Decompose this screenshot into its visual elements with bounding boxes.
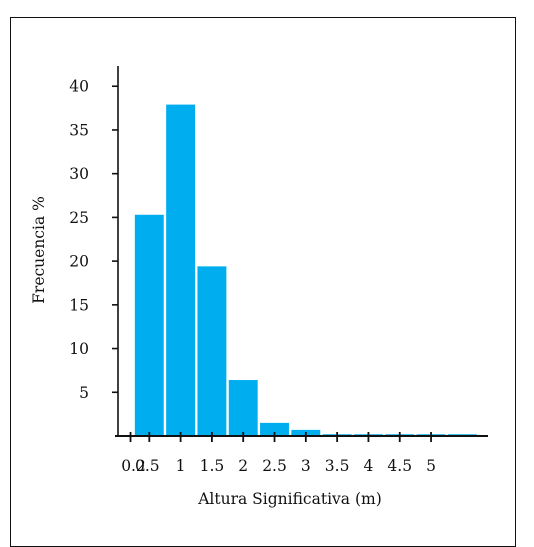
y-tick-label-30: 30 bbox=[69, 165, 89, 183]
x-tick-label-0: 0.2 bbox=[121, 457, 146, 475]
x-tick-label-9: 4.5 bbox=[387, 457, 412, 475]
x-tick-label-8: 4 bbox=[363, 457, 373, 475]
y-axis-title: Frecuencia % bbox=[30, 196, 48, 304]
x-tick-label-3: 1.5 bbox=[200, 457, 225, 475]
x-tick-label-2: 1 bbox=[176, 457, 186, 475]
y-tick-label-35: 35 bbox=[69, 121, 89, 139]
y-ticks-group: 5 10 15 20 25 30 35 40 bbox=[69, 78, 118, 402]
bars-group bbox=[134, 104, 477, 436]
bar-0 bbox=[134, 214, 164, 436]
bar-3 bbox=[228, 380, 258, 436]
x-axis-title: Altura Significativa (m) bbox=[197, 490, 382, 508]
x-tick-label-5: 2.5 bbox=[262, 457, 287, 475]
x-ticks-group: 0.20.5 1 1.5 2 2.5 3 3.5 4 4.5 5 bbox=[121, 432, 436, 475]
y-tick-label-40: 40 bbox=[69, 78, 89, 96]
y-tick-label-5: 5 bbox=[79, 384, 89, 402]
y-tick-label-20: 20 bbox=[69, 253, 89, 271]
histogram-chart: 5 10 15 20 25 30 35 40 0.20.5 1 1.5 2 2.5 3 3.5 4 4.5 5 … bbox=[30, 66, 488, 508]
x-tick-label-1: 0.5 bbox=[135, 457, 160, 475]
x-tick-label-6: 3 bbox=[301, 457, 311, 475]
y-tick-label-25: 25 bbox=[69, 209, 89, 227]
x-tick-label-4: 2 bbox=[238, 457, 248, 475]
bar-4 bbox=[260, 422, 289, 436]
y-tick-label-10: 10 bbox=[69, 340, 89, 358]
x-tick-label-10: 5 bbox=[426, 457, 436, 475]
bar-2 bbox=[197, 266, 227, 436]
y-tick-label-15: 15 bbox=[69, 296, 89, 314]
bar-1 bbox=[166, 104, 196, 436]
x-tick-label-7: 3.5 bbox=[325, 457, 350, 475]
